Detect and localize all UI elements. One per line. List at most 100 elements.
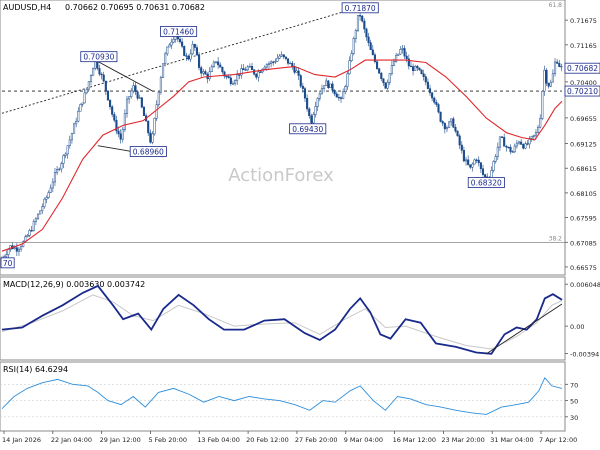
candle-body (547, 83, 550, 87)
candle-body (49, 187, 52, 193)
candle-body (517, 141, 521, 144)
rsi-title: RSI(14) 64.6294 (3, 365, 68, 374)
candle-body (168, 44, 171, 48)
candle-body (60, 163, 63, 170)
candle-body (308, 108, 311, 117)
candle-body (227, 76, 230, 79)
candle-body (56, 169, 59, 173)
price-y-tick-label: 0.68105 (570, 190, 597, 198)
candle-body (276, 57, 279, 62)
candle-body (125, 98, 129, 114)
price-y-tick-label: 0.71165 (570, 42, 597, 50)
candle-body (34, 218, 37, 222)
candle-body (496, 146, 499, 157)
candle-body (85, 88, 88, 94)
candle-body (371, 49, 374, 56)
candle-body (284, 56, 287, 59)
candle-body (323, 85, 326, 89)
rsi-line (1, 376, 563, 415)
candle-body (75, 120, 78, 125)
candle-body (202, 71, 205, 74)
candle-body (170, 41, 173, 46)
watermark: ActionForex (228, 165, 334, 186)
candle-body (117, 130, 120, 135)
candle-body (39, 210, 42, 215)
candle-body (299, 75, 302, 87)
candle-body (238, 74, 241, 76)
candle-body (558, 63, 561, 67)
candle-body (204, 71, 207, 75)
price-y-tick-label: 0.70400 (570, 79, 597, 87)
candle-body (208, 71, 211, 80)
candle-body (534, 132, 538, 136)
candle-body (431, 92, 434, 99)
price-annotation-label: 70 (3, 259, 13, 268)
candle-body (342, 91, 345, 99)
candle-body (113, 114, 116, 121)
candle-body (134, 85, 137, 92)
candle-body (382, 78, 385, 84)
candle-body (452, 118, 455, 128)
candle-body (356, 15, 360, 31)
candle-body (223, 71, 226, 77)
candle-body (153, 118, 156, 135)
candle-body (556, 61, 559, 64)
candle-body (560, 65, 563, 68)
candle-body (217, 61, 220, 66)
candle-body (339, 97, 343, 99)
candle-body (412, 66, 415, 71)
macd-y-axis: 0.006048 0.00 -0.00394 (565, 281, 600, 358)
candle-body (359, 15, 362, 17)
x-tick-label: 27 Feb 20:00 (295, 436, 338, 444)
candle-body (365, 28, 368, 38)
candle-body (185, 55, 188, 57)
candle-body (320, 88, 324, 95)
candle-body (399, 49, 402, 55)
candle-body (240, 68, 243, 76)
candle-body (492, 161, 495, 171)
candle-body (458, 135, 461, 146)
x-tick-label: 5 Feb 20:00 (148, 436, 187, 444)
candle-body (214, 61, 218, 63)
price-annotation-label: 0.69430 (292, 125, 323, 134)
pivot-price-box (564, 85, 600, 97)
candle-body (164, 53, 167, 64)
candle-body (98, 68, 101, 75)
candle-body (128, 96, 131, 100)
candle-body (507, 146, 510, 149)
macd-y-tick-label: 0.00 (570, 323, 584, 331)
price-y-tick-label: 0.67595 (570, 215, 597, 223)
last-price-label: 0.70682 (567, 64, 598, 73)
candle-body (210, 66, 213, 72)
macd-panel-frame (0, 276, 566, 361)
x-tick-label: 16 Mar 12:00 (393, 436, 436, 444)
candle-body (155, 104, 158, 119)
candle-body (159, 77, 162, 93)
macd-trendline (486, 303, 563, 355)
candle-body (397, 53, 400, 56)
time-x-axis: 14 Jan 2026 22 Jan 04:00 29 Jan 12:00 5 Feb… (2, 431, 577, 444)
candle-body (183, 46, 186, 56)
candle-body (132, 85, 135, 92)
candle-body (32, 221, 35, 231)
candle-body (138, 97, 141, 99)
candle-body (119, 133, 122, 140)
candle-body (401, 48, 404, 50)
candle-body (543, 69, 546, 92)
candle-body (335, 93, 338, 98)
candle-body (193, 44, 196, 48)
macd-title: MACD(12,26,9) 0.003630 0.003742 (3, 280, 145, 289)
candle-body (418, 67, 421, 71)
candle-body (70, 133, 73, 141)
candle-body (259, 71, 262, 73)
candle-body (231, 83, 235, 85)
candle-body (469, 164, 472, 168)
candle-body (520, 141, 523, 145)
rsi-panel: RSI(14) 64.6294 70 50 30 (0, 361, 578, 432)
candle-body (503, 137, 506, 147)
candle-body (456, 130, 459, 137)
rsi-y-axis: 70 50 30 (0, 381, 578, 422)
candle-body (236, 74, 239, 81)
